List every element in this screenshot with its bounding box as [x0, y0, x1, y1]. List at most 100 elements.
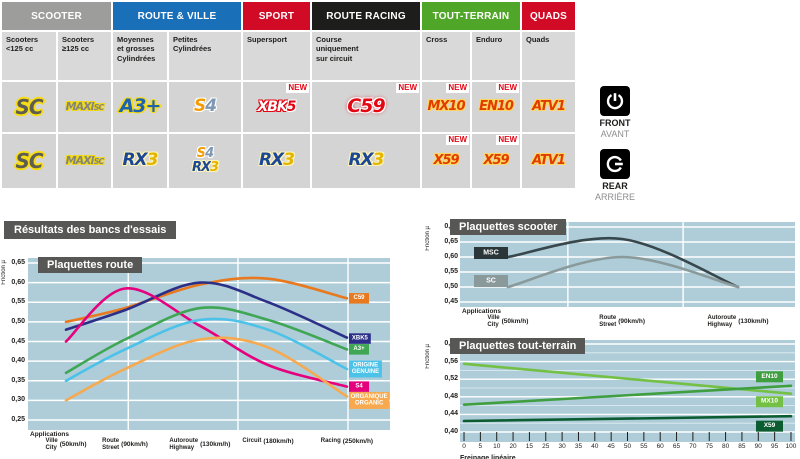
results-banner: Résultats des bancs d'essais [4, 221, 177, 239]
badge-label: S4 [355, 383, 363, 389]
y-tick-label: 0,44 [444, 410, 458, 418]
rear-label-fr: ARRIÈRE [594, 192, 635, 202]
badge-bg [349, 360, 382, 378]
front-label-fr: AVANT [600, 129, 630, 139]
x-tick-label: 15 [525, 443, 534, 450]
x-tick-label: 85 [738, 443, 746, 450]
y-tick-label: 0,25 [11, 416, 25, 423]
badge-label: GENUINE [352, 369, 379, 375]
x-tick-label: 40 [591, 443, 599, 450]
badge-bg [349, 391, 390, 409]
logo-part: 3 [146, 150, 159, 171]
badge-label: MX10 [761, 398, 778, 405]
logo-part: MAXI [65, 100, 95, 114]
x-tick-label: 20 [509, 443, 517, 450]
axle-side-labels: FRONT AVANT REAR ARRIÈRE [591, 86, 639, 212]
logo-part: 4 [205, 146, 214, 162]
series-badge-a3: A3+ [349, 344, 369, 355]
chart-plot-tt: MX10 EN10 X59 [460, 340, 795, 442]
product-cell: EN10 NEW [472, 82, 520, 132]
series-badge-mx10: MX10 [756, 396, 783, 408]
chart-scooter: Plaquettes scooter Friction µ MSCSC0,700… [425, 218, 800, 335]
y-tick-label: 0,55 [11, 298, 25, 306]
chart-plot-scooter: MSC SC [460, 222, 795, 307]
logo-part: 3 [210, 160, 219, 175]
series-line-msc [506, 236, 740, 289]
product-logo-mx10: MX10 [427, 99, 465, 115]
front-label: FRONT [599, 118, 631, 128]
y-tick-label: 0,60 [444, 253, 458, 260]
plot-background [460, 222, 795, 307]
logo-part: RX [122, 150, 147, 171]
badge-bg [349, 381, 369, 392]
rear-icon-box [600, 149, 630, 179]
subheader-cell: Supersport [243, 32, 310, 80]
x-category-ville: Ville City (50km/h) [21, 438, 111, 452]
y-tick-label: 0,45 [444, 298, 458, 305]
series-line-s4 [64, 287, 349, 388]
logo-part: 4 [205, 96, 217, 117]
badge-bg [756, 396, 783, 408]
x-axis-caption: Applications [462, 308, 502, 315]
x-category-names: Autoroute Highway [707, 315, 737, 328]
new-badge: NEW [286, 83, 309, 93]
product-logo-atv1: ATV1 [532, 153, 566, 169]
series-line-xbk5 [64, 281, 349, 339]
x-category-autoroute: Autoroute Highway (130km/h) [155, 438, 245, 452]
badge-label: MSC [483, 250, 499, 257]
product-logo-atv1: ATV1 [532, 99, 566, 115]
y-tick-label: 0,45 [11, 337, 25, 345]
x-tick-label: 75 [705, 443, 713, 450]
product-logo-x59: X59 [483, 153, 509, 169]
series-badge-en10: EN10 [756, 371, 783, 383]
product-cell: MAXISC [58, 82, 111, 132]
y-tick-label: 0,60 [11, 278, 25, 286]
x-category-names: Ville City [45, 438, 58, 451]
subheader-cell: Moyennes et grosses Cylindrées [113, 32, 167, 80]
badge-label: X59 [764, 422, 776, 429]
x-category-names: Route Street [599, 315, 617, 328]
rear-label: REAR [602, 181, 628, 191]
logo-part: RX [348, 150, 373, 171]
x-category-route: Route Street (90km/h) [80, 438, 170, 452]
subheader-cell: Course uniquement sur circuit [312, 32, 420, 80]
series-badge-msc: MSC [474, 247, 508, 259]
product-logo-s4: S4 [196, 146, 214, 162]
x-category-names: Circuit [242, 438, 262, 445]
application-table: SCOOTER ROUTE & VILLE SPORT ROUTE RACING TOU… [2, 2, 575, 188]
badge-bg [756, 420, 783, 432]
new-badge: NEW [496, 135, 519, 145]
y-tick-label: 0,65 [444, 238, 458, 245]
x-category-speed: (130km/h) [200, 441, 231, 449]
category-header-scooter: SCOOTER [2, 2, 111, 30]
series-badge-s4: S4 [349, 381, 369, 392]
logo-part: 3 [372, 150, 385, 171]
product-logo-sc: SC [15, 94, 43, 119]
product-cell: MX10 NEW [422, 82, 470, 132]
product-cell: MAXISC [58, 134, 111, 188]
logo-part: 5 [286, 98, 297, 115]
product-cell: RX3 [243, 134, 310, 188]
product-cell: RX3 [312, 134, 420, 188]
x-category-speed: (50km/h) [59, 441, 87, 449]
x-tick-label: 0 [462, 443, 466, 450]
logo-part: XBK [257, 98, 287, 115]
x-tick-label: 50 [623, 443, 632, 450]
product-cell: XBK5 NEW [243, 82, 310, 132]
logo-part: 3 [283, 150, 295, 171]
subheader-cell: Scooters <125 cc [2, 32, 56, 80]
badge-bg [349, 344, 369, 355]
x-tick-label: 70 [689, 443, 697, 450]
subheader-cell: Scooters ≥125 cc [58, 32, 111, 80]
new-badge: NEW [446, 83, 469, 93]
rear-side-group: REAR ARRIÈRE [591, 149, 639, 203]
front-icon-box [600, 86, 630, 116]
plot-background [460, 340, 795, 442]
logo-part: S [196, 146, 206, 162]
series-line-origine [64, 317, 349, 383]
series-line-a3 [64, 306, 349, 375]
badge-label: EN10 [761, 373, 778, 380]
